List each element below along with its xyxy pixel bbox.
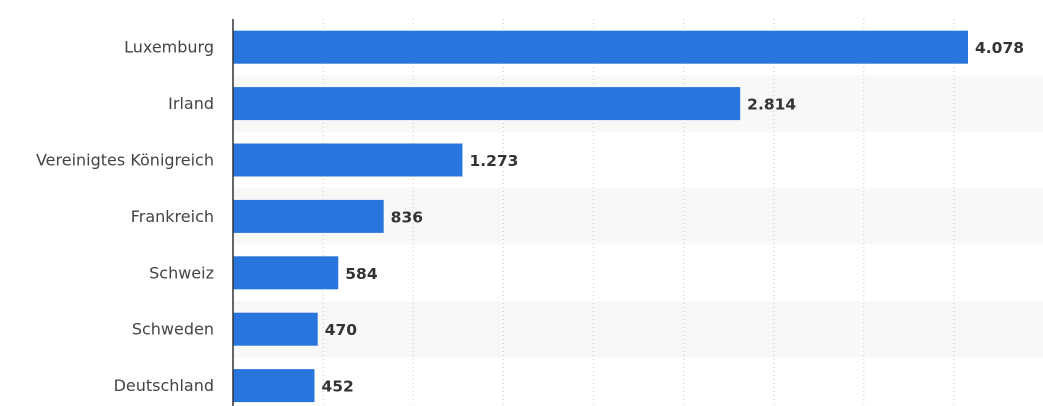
bar[interactable] — [233, 369, 315, 403]
category-label: Vereinigtes Königreich — [36, 151, 214, 170]
data-label: 452 — [321, 378, 353, 396]
bar[interactable] — [233, 87, 741, 121]
bars — [233, 30, 968, 403]
category-label: Schweiz — [149, 263, 214, 282]
data-label: 470 — [325, 321, 358, 339]
bar[interactable] — [233, 199, 384, 233]
bar[interactable] — [233, 256, 339, 290]
bar[interactable] — [233, 312, 318, 346]
data-label: 4.078 — [975, 39, 1024, 57]
data-label: 1.273 — [469, 152, 518, 170]
data-label: 2.814 — [747, 96, 796, 114]
category-labels: Luxemburg Irland Vereinigtes Königreich Fra… — [36, 38, 214, 395]
bar[interactable] — [233, 30, 968, 64]
value-labels: 4.078 2.814 1.273 836 584 470 452 — [321, 39, 1024, 395]
row-bands — [233, 75, 1043, 358]
category-label: Frankreich — [131, 207, 214, 226]
data-label: 836 — [391, 208, 423, 226]
data-label: 584 — [345, 265, 378, 283]
bar[interactable] — [233, 143, 463, 177]
row-band — [233, 301, 1043, 358]
category-label: Deutschland — [114, 376, 214, 395]
category-label: Luxemburg — [124, 38, 214, 57]
category-label: Irland — [168, 94, 214, 113]
gridlines — [322, 19, 955, 406]
category-label: Schweden — [132, 320, 214, 339]
